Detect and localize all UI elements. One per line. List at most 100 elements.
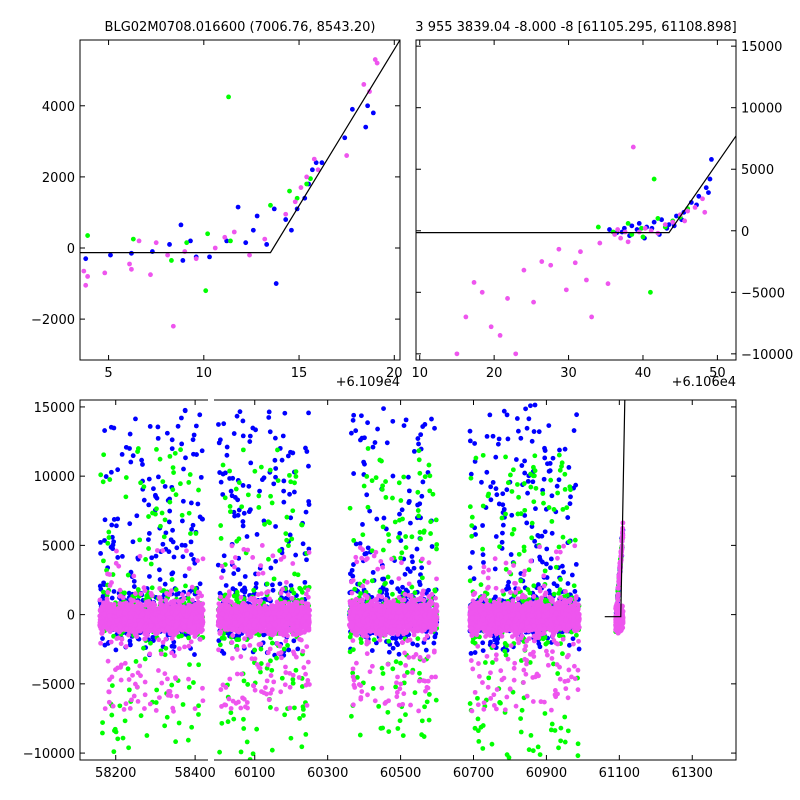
bottom-point-blue <box>286 648 291 653</box>
bottom-point-pink <box>186 592 191 597</box>
bottom-point-pink <box>156 637 161 642</box>
bottom-point-pink <box>224 685 229 690</box>
bottom-point-pink <box>235 672 240 677</box>
top-left-point-blue <box>289 228 294 233</box>
bottom-point-pink <box>159 681 164 686</box>
top-right-point-pink <box>522 268 527 273</box>
bottom-point-green <box>218 642 223 647</box>
bottom-point-green <box>194 531 199 536</box>
top-right-point-blue <box>708 177 713 182</box>
bottom-point-green <box>371 686 376 691</box>
bottom-point-pink <box>247 631 252 636</box>
bottom-point-pink <box>114 561 119 566</box>
bottom-point-pink <box>289 608 294 613</box>
bottom-point-pink <box>294 655 299 660</box>
bottom-point-blue <box>257 489 262 494</box>
bottom-point-green <box>218 523 223 528</box>
bottom-point-green <box>137 537 142 542</box>
bottom-point-pink <box>218 687 223 692</box>
bottom-point-pink <box>107 690 112 695</box>
top-left-point-blue <box>274 281 279 286</box>
bottom-point-blue <box>371 445 376 450</box>
bottom-point-pink <box>220 620 225 625</box>
bottom-point-pink <box>131 574 136 579</box>
bottom-point-pink <box>156 668 161 673</box>
bottom-point-green <box>269 668 274 673</box>
bottom-point-pink <box>304 614 309 619</box>
bottom-point-blue <box>415 643 420 648</box>
top-left-point-blue <box>310 167 315 172</box>
bottom-point-blue <box>246 484 251 489</box>
top-left-point-green <box>203 288 208 293</box>
top-right-point-blue <box>652 220 657 225</box>
bottom-point-blue <box>417 580 422 585</box>
bottom-point-blue <box>160 542 165 547</box>
top-left-point-pink <box>232 230 237 235</box>
bottom-point-blue <box>200 448 205 453</box>
bottom-point-pink <box>216 647 221 652</box>
bottom-point-pink <box>271 679 276 684</box>
top-right-point-pink <box>685 209 690 214</box>
bottom-point-pink <box>297 614 302 619</box>
bottom-point-green <box>252 469 257 474</box>
bottom-point-blue <box>247 439 252 444</box>
bottom-point-blue <box>419 565 424 570</box>
top-left-x-offset: +6.109e4 <box>336 375 400 390</box>
bottom-point-blue <box>131 539 136 544</box>
top-right-title: 3 955 3839.04 -8.000 -8 [61105.295, 6110… <box>415 20 736 35</box>
top-right-point-pink <box>556 247 561 252</box>
bottom-point-pink <box>232 565 237 570</box>
bottom-point-blue <box>273 559 278 564</box>
bottom-point-pink <box>98 641 103 646</box>
bottom-point-pink <box>142 706 147 711</box>
bottom-point-blue <box>420 480 425 485</box>
bottom-point-blue <box>109 425 114 430</box>
bottom-point-blue <box>224 583 229 588</box>
bottom-point-green <box>292 480 297 485</box>
bottom-point-blue <box>179 441 184 446</box>
top-left-point-pink <box>375 61 380 66</box>
bottom-point-green <box>370 578 375 583</box>
bottom-point-pink <box>233 555 238 560</box>
bottom-point-green <box>366 446 371 451</box>
bottom-point-pink <box>290 561 295 566</box>
bottom-point-green <box>299 744 304 749</box>
bottom-point-green <box>107 535 112 540</box>
bottom-point-pink <box>143 692 148 697</box>
bottom-point-green <box>277 548 282 553</box>
bottom-point-green <box>399 550 404 555</box>
bottom-point-blue <box>374 517 379 522</box>
top-left-point-blue <box>283 217 288 222</box>
bottom-point-green <box>146 514 151 519</box>
bottom-point-green <box>174 587 179 592</box>
bottom-point-pink <box>299 638 304 643</box>
bottom-point-pink <box>250 656 255 661</box>
bottom-point-blue <box>395 642 400 647</box>
bottom-point-green <box>143 557 148 562</box>
bottom-point-pink <box>112 602 117 607</box>
bottom-point-pink <box>157 595 162 600</box>
bottom-point-pink <box>219 575 224 580</box>
bottom-point-blue <box>170 437 175 442</box>
bottom-point-green <box>370 478 375 483</box>
bottom-point-pink <box>165 676 170 681</box>
bottom-point-pink <box>230 560 235 565</box>
bottom-point-pink <box>279 655 284 660</box>
top-right-x-tick-label: 40 <box>635 366 652 381</box>
bottom-point-pink <box>307 550 312 555</box>
bottom-point-blue <box>167 509 172 514</box>
bottom-point-green <box>235 590 240 595</box>
bottom-point-blue <box>306 411 311 416</box>
bottom-point-pink <box>181 596 186 601</box>
bottom-point-green <box>381 671 386 676</box>
bottom-point-green <box>245 740 250 745</box>
top-left-y-tick-label: −2000 <box>31 313 75 328</box>
bottom-point-green <box>401 475 406 480</box>
bottom-point-blue <box>402 423 407 428</box>
bottom-point-pink <box>258 666 263 671</box>
top-right-point-green <box>641 235 646 240</box>
bottom-point-blue <box>415 436 420 441</box>
top-right-point-pink <box>700 196 705 201</box>
top-left-point-pink <box>182 249 187 254</box>
bottom-point-green <box>291 681 296 686</box>
